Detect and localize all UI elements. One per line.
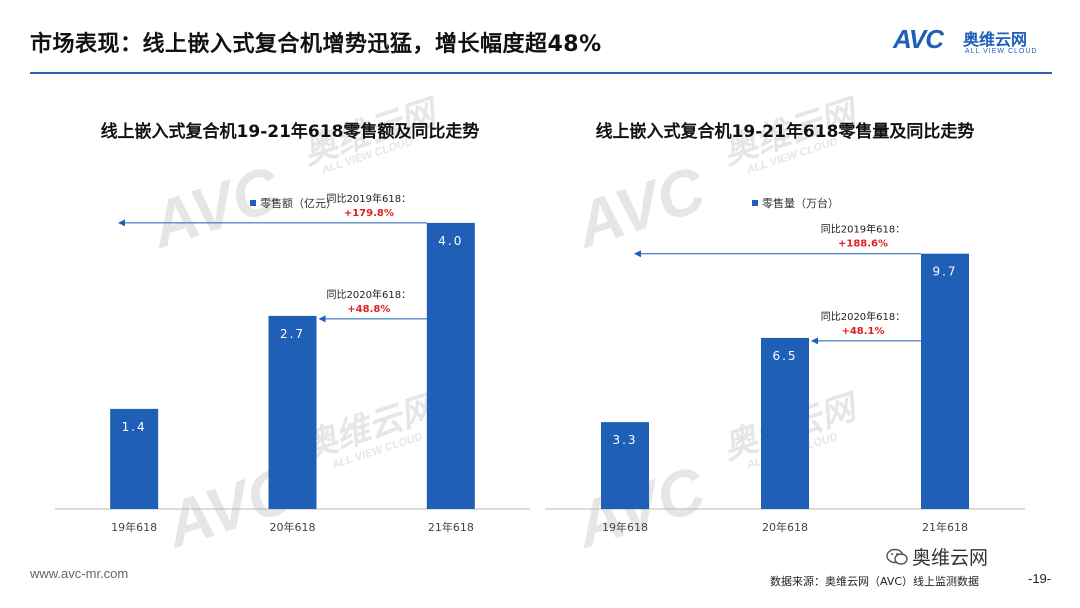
chart-1-category-1: 20年618 <box>762 520 808 534</box>
chart-0-arrow-0-head <box>118 219 125 227</box>
chart-1-bar-2 <box>921 253 969 509</box>
page-number: -19- <box>1028 571 1052 586</box>
chart-1-bar-1 <box>761 337 809 509</box>
chart-0-legend-label: 零售额（亿元） <box>260 196 337 210</box>
chart-0-annotation-0-label: 同比2019年618： <box>327 192 412 205</box>
chart-0-title: 线上嵌入式复合机19-21年618零售额及同比走势 <box>101 121 480 142</box>
chart-0-bar-2-value: 4.0 <box>438 234 463 248</box>
footer-url[interactable]: www.avc-mr.com <box>30 566 129 581</box>
wechat-icon <box>886 548 908 565</box>
chart-0-bar-0-value: 1.4 <box>122 420 147 434</box>
chart-0-category-2: 21年618 <box>428 520 474 534</box>
chart-1-annotation-1-label: 同比2020年618： <box>821 310 906 323</box>
logo-en-text: ALL VIEW CLOUD <box>965 48 1038 55</box>
chart-0-legend-swatch <box>250 200 256 206</box>
chart-1-bar-0 <box>601 422 649 509</box>
chart-1-legend-label: 零售量（万台） <box>762 196 839 210</box>
chart-0-category-0: 19年618 <box>111 520 157 534</box>
chart-1-legend-swatch <box>752 200 758 206</box>
logo-cn-text: 奥维云网 <box>963 30 1028 49</box>
avc-logo: AVC 奥维云网 ALL VIEW CLOUD <box>893 24 1063 64</box>
chart-1-bar-2-value: 9.7 <box>932 265 957 279</box>
chart-0-arrow-1-head <box>318 315 326 323</box>
chart-0-annotation-0-value: +179.8% <box>344 208 394 219</box>
chart-1-annotation-0-label: 同比2019年618： <box>821 223 906 236</box>
chart-1-annotation-1-value: +48.1% <box>841 326 884 337</box>
chart-1-annotation-0-value: +188.6% <box>838 239 888 250</box>
chart-0-category-1: 20年618 <box>270 520 316 534</box>
chart-1-arrow-0-head <box>634 250 641 258</box>
chart-0-annotation-1-value: +48.8% <box>347 304 390 315</box>
page-title: 市场表现：线上嵌入式复合机增势迅猛，增长幅度超48% <box>30 32 602 57</box>
footer-source: 数据来源：奥维云网（AVC）线上监测数据 <box>770 575 980 588</box>
chart-0-bar-1-value: 2.7 <box>280 327 305 341</box>
chart-0-bar-0 <box>110 408 159 509</box>
chart-1-bar-0-value: 3.3 <box>612 433 637 447</box>
chart-1-category-0: 19年618 <box>602 520 648 534</box>
title-divider <box>30 72 1052 74</box>
wechat-account-label: 奥维云网 <box>912 547 989 569</box>
chart-1-arrow-1-head <box>811 337 818 345</box>
chart-1-title: 线上嵌入式复合机19-21年618零售量及同比走势 <box>596 121 975 142</box>
chart-1-bar-1-value: 6.5 <box>772 349 797 363</box>
logo-avc-text: AVC <box>893 24 944 54</box>
chart-0-annotation-1-label: 同比2020年618： <box>327 288 412 301</box>
chart-0-bar-2 <box>426 222 475 510</box>
chart-1-category-2: 21年618 <box>922 520 968 534</box>
chart-0-bar-1 <box>268 315 317 509</box>
